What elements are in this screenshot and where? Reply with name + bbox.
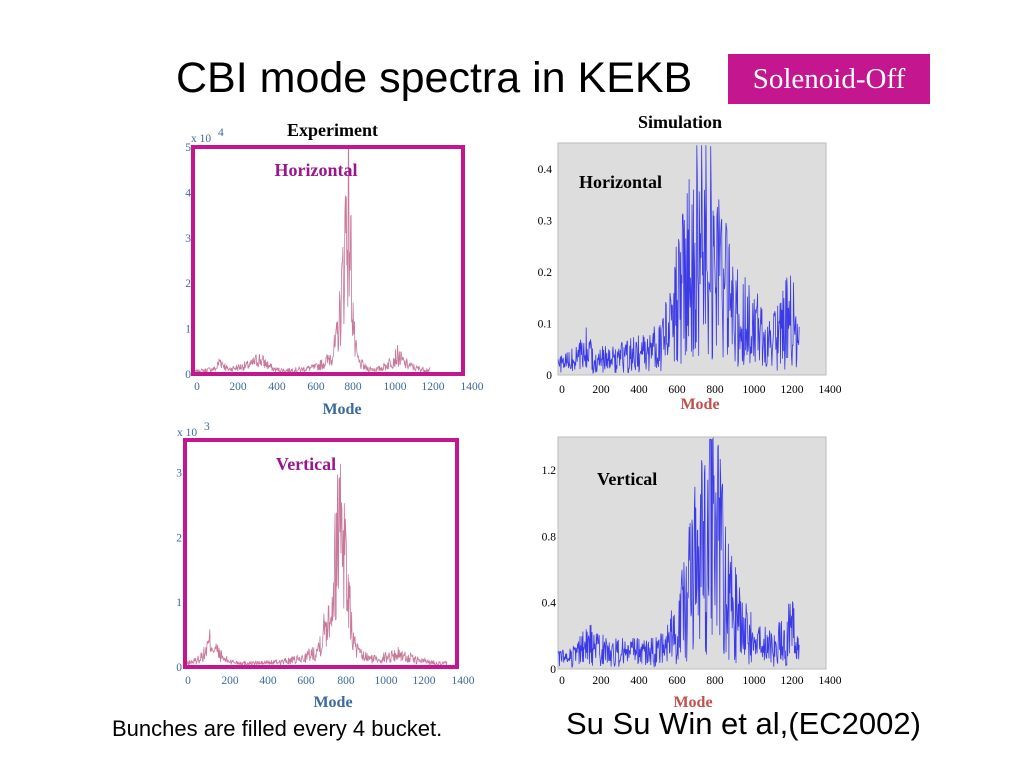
y-tick-label: 1 xyxy=(176,597,182,609)
y-tick-label: 3 xyxy=(176,467,182,479)
x-tick-label: 400 xyxy=(259,675,277,687)
solenoid-off-badge: Solenoid-Off xyxy=(728,54,930,104)
y-tick-label: 5 xyxy=(185,142,191,154)
y-tick-label: 0.4 xyxy=(538,164,553,176)
y-tick-label: 1 xyxy=(185,324,191,336)
footnote: Bunches are filled every 4 bucket. xyxy=(112,716,443,741)
citation: Su Su Win et al,(EC2002) xyxy=(566,706,921,741)
x-tick-label: 0 xyxy=(559,384,565,396)
x-tick-label: 600 xyxy=(307,381,325,393)
y-tick-label: 2 xyxy=(185,278,191,290)
series-line xyxy=(557,145,800,374)
x-tick-label: 800 xyxy=(337,675,355,687)
x-tick-label: 600 xyxy=(668,384,686,396)
x-tick-label: 0 xyxy=(185,675,191,687)
exponent-label: x 10 xyxy=(191,133,211,145)
exponent-power: 3 xyxy=(204,421,210,433)
x-tick-label: 1400 xyxy=(819,384,842,396)
plot-frame xyxy=(191,145,465,376)
y-tick-label: 0.2 xyxy=(538,267,553,279)
y-tick-label: 3 xyxy=(185,233,191,245)
y-tick-label: 1.2 xyxy=(542,465,557,477)
x-tick-label: 400 xyxy=(268,381,286,393)
x-tick-label: 800 xyxy=(344,381,362,393)
x-tick-label: 1000 xyxy=(384,381,407,393)
x-axis-label: Mode xyxy=(313,694,352,711)
x-tick-label: 1200 xyxy=(781,675,804,687)
x-tick-label: 200 xyxy=(229,381,247,393)
x-tick-label: 800 xyxy=(706,384,724,396)
x-tick-label: 0 xyxy=(559,675,565,687)
x-tick-label: 200 xyxy=(221,675,239,687)
x-axis-label: Mode xyxy=(322,401,361,418)
panel-label: Vertical xyxy=(276,454,336,474)
exponent-label: x 10 xyxy=(177,427,197,439)
x-tick-label: 1200 xyxy=(422,381,445,393)
series-line xyxy=(557,436,800,668)
exponent-power: 4 xyxy=(218,127,224,139)
y-tick-label: 0 xyxy=(546,370,552,382)
x-tick-label: 1000 xyxy=(743,675,766,687)
x-tick-label: 1400 xyxy=(452,675,475,687)
experiment-header: Experiment xyxy=(287,120,378,140)
x-axis-label: Mode xyxy=(673,694,712,711)
x-tick-label: 200 xyxy=(592,384,610,396)
y-tick-label: 0 xyxy=(176,662,182,674)
y-tick-label: 2 xyxy=(176,532,182,544)
x-tick-label: 1400 xyxy=(819,675,842,687)
x-tick-label: 1400 xyxy=(461,381,484,393)
y-tick-label: 0.8 xyxy=(542,531,557,543)
slide-title: CBI mode spectra in KEKB xyxy=(176,54,693,102)
x-tick-label: 200 xyxy=(592,675,610,687)
panel-label: Horizontal xyxy=(579,172,662,192)
plot-frame xyxy=(183,438,459,669)
x-tick-label: 1000 xyxy=(743,384,766,396)
simulation-header: Simulation xyxy=(638,112,723,132)
y-tick-label: 4 xyxy=(185,187,191,199)
y-tick-label: 0.4 xyxy=(542,598,557,610)
x-tick-label: 600 xyxy=(297,675,315,687)
panel-label: Vertical xyxy=(597,469,657,489)
panel-label: Horizontal xyxy=(275,160,358,180)
y-tick-label: 0 xyxy=(185,369,191,381)
x-tick-label: 1000 xyxy=(375,675,398,687)
y-tick-label: 0.1 xyxy=(538,318,553,330)
x-tick-label: 1200 xyxy=(781,384,804,396)
y-tick-label: 0.3 xyxy=(538,215,553,227)
series-line xyxy=(184,463,448,667)
x-tick-label: 400 xyxy=(630,384,648,396)
x-tick-label: 0 xyxy=(194,381,200,393)
x-tick-label: 400 xyxy=(630,675,648,687)
series-line xyxy=(192,148,431,375)
x-tick-label: 600 xyxy=(668,675,686,687)
x-tick-label: 1200 xyxy=(413,675,436,687)
y-tick-label: 0 xyxy=(550,664,556,676)
x-axis-label: Mode xyxy=(680,396,719,413)
x-tick-label: 800 xyxy=(706,675,724,687)
